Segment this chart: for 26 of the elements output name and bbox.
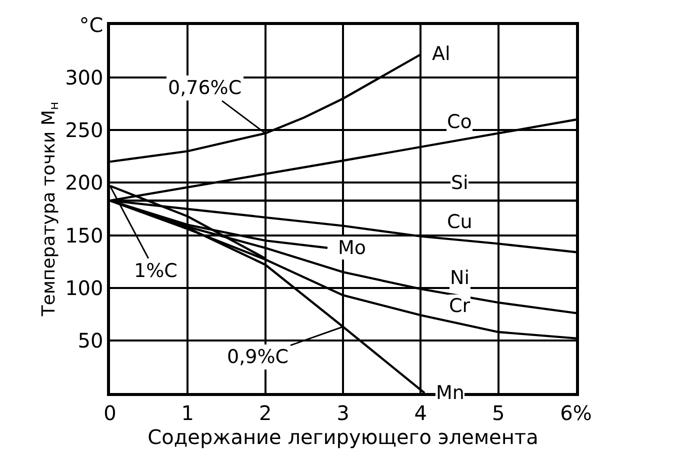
x-tick-label: 5 (492, 400, 505, 425)
annotation: 0,76%C (168, 77, 242, 99)
x-tick-label: 0 (104, 400, 116, 425)
x-tick-label: 6% (560, 400, 592, 425)
y-tick-label: 200 (65, 170, 104, 195)
series-label: Mn (436, 382, 464, 404)
x-tick-label: 2 (258, 400, 272, 425)
y-tick-label: °C (79, 13, 104, 37)
series-label: Ni (450, 267, 470, 289)
x-tick-label: 1 (181, 400, 194, 425)
x-tick-label: 4 (414, 400, 428, 425)
x-tick-label: 3 (336, 400, 350, 425)
annotation: 0,9%C (227, 346, 289, 368)
y-tick-label: 250 (65, 118, 104, 142)
y-tick-label: 100 (65, 276, 104, 300)
annotation: 1%C (134, 260, 178, 282)
y-tick-label: 150 (65, 223, 104, 248)
series-label: Al (432, 43, 450, 65)
series-label: Co (447, 111, 472, 133)
series-label: Mo (338, 237, 366, 259)
series-label: Si (451, 172, 468, 194)
series-label: Cr (449, 295, 470, 317)
x-axis-title: Содержание легирующего элемента (148, 424, 538, 449)
y-tick-label: 300 (65, 66, 104, 90)
y-tick-label: 50 (78, 328, 104, 352)
series-label: Cu (447, 211, 472, 233)
